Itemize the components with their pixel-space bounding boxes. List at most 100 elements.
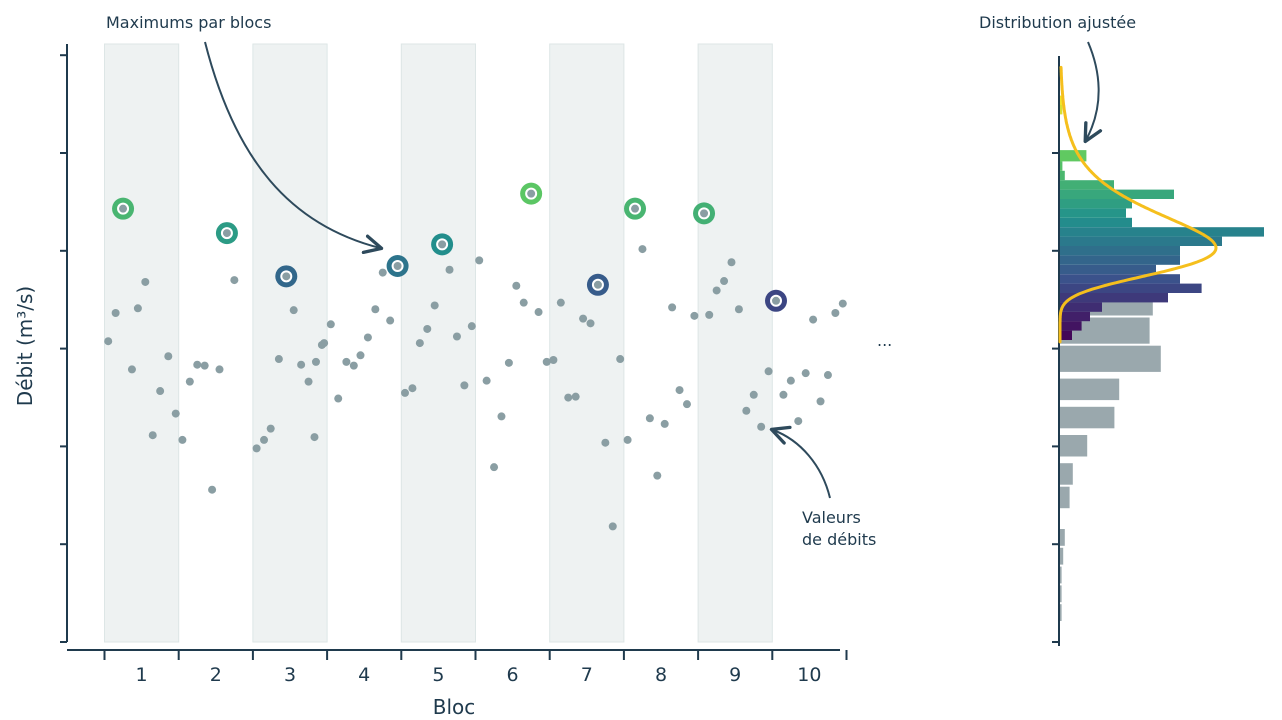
observation-point — [519, 298, 528, 307]
maxima-histogram-bar — [1060, 170, 1065, 181]
observation-point — [104, 337, 113, 346]
maxima-histogram-bar — [1060, 302, 1102, 312]
block-maximum-point — [280, 270, 293, 283]
observation-point — [452, 332, 461, 341]
observation-point — [127, 365, 136, 374]
observation-point — [310, 433, 319, 442]
observation-point — [838, 299, 847, 308]
maxima-histogram-bar — [1060, 227, 1264, 237]
observation-point — [111, 309, 120, 317]
observation-point — [460, 381, 469, 390]
observation-point — [415, 339, 424, 348]
histogram-bar — [1060, 566, 1062, 584]
y-axis-title: Débit (m³/s) — [13, 286, 37, 406]
observation-point — [475, 256, 484, 265]
observation-point — [675, 386, 684, 395]
observation-point — [378, 268, 387, 277]
main-axes: 1 2 3 4 5 6 7 8 9 10 — [60, 44, 848, 686]
observation-point — [749, 390, 758, 399]
block-band-3 — [252, 43, 328, 643]
maxima-histogram-bar — [1060, 161, 1063, 171]
fit-arrow — [1083, 41, 1103, 144]
observation-point — [208, 485, 217, 494]
observation-point — [616, 355, 625, 364]
observation-point — [266, 424, 275, 433]
values-annotation-line1: Valeurs — [802, 508, 861, 527]
block-maximum-point — [770, 294, 783, 307]
observation-point — [786, 376, 795, 385]
continuation-marker: ... — [877, 331, 892, 350]
maxima-histogram-bar — [1060, 208, 1126, 218]
x-tick-label: 2 — [210, 664, 222, 686]
observation-point — [579, 314, 588, 323]
observation-point — [386, 316, 395, 325]
histogram-bar — [1060, 585, 1062, 603]
observation-point — [705, 310, 714, 319]
observation-point — [794, 417, 803, 426]
block-maxima-points — [112, 182, 788, 312]
observation-point — [809, 315, 818, 324]
observation-point — [423, 324, 432, 333]
histogram-bar — [1060, 547, 1064, 565]
x-tick-label: 3 — [284, 664, 296, 686]
observation-point — [215, 365, 224, 374]
observation-point — [445, 265, 454, 274]
observation-point — [156, 387, 165, 396]
observation-point — [164, 352, 173, 361]
histogram-bar — [1060, 406, 1115, 429]
observation-point — [823, 371, 832, 380]
observation-point — [320, 339, 329, 348]
observation-point — [653, 471, 662, 480]
maxima-histogram-bar — [1060, 199, 1132, 209]
x-tick-label: 4 — [358, 664, 370, 686]
observation-point — [564, 393, 573, 402]
observation-point — [571, 392, 580, 401]
histogram-bar — [1060, 345, 1161, 372]
block-maximum-point — [220, 227, 233, 240]
observation-point — [260, 435, 269, 444]
observation-point — [342, 357, 351, 366]
observation-point — [608, 522, 617, 531]
maxima-histogram-bar — [1060, 217, 1132, 228]
maxima-histogram-bar — [1060, 321, 1082, 331]
maxima-histogram-bar — [1060, 95, 1063, 105]
observation-point — [764, 367, 773, 376]
observation-point — [779, 390, 788, 399]
maxima-histogram-bar — [1060, 311, 1090, 322]
x-tick-label: 9 — [729, 664, 741, 686]
observation-point — [490, 463, 499, 472]
observation-point — [720, 277, 729, 286]
maxima-histogram-bar — [1060, 246, 1180, 256]
maxima-histogram-bar — [1060, 293, 1168, 303]
observation-point — [734, 305, 743, 314]
values-arrow — [769, 425, 831, 499]
maxima-histogram-bar — [1060, 180, 1114, 190]
observation-point — [334, 394, 343, 403]
x-tick-label: 8 — [655, 664, 667, 686]
block-band-7 — [549, 43, 625, 643]
observation-point — [148, 431, 157, 440]
observation-point — [712, 286, 721, 295]
observation-point — [193, 360, 202, 369]
observation-point — [534, 308, 543, 317]
x-axis-title: Bloc — [433, 695, 476, 719]
block-maximum-point — [436, 238, 449, 251]
observation-point — [556, 298, 565, 307]
x-tick-label: 1 — [136, 664, 148, 686]
block-maximum-point — [698, 207, 711, 220]
observation-point — [408, 384, 417, 393]
x-tick-label: 6 — [507, 664, 519, 686]
block-maximum-point — [525, 187, 538, 200]
histogram-bar — [1060, 435, 1088, 457]
observation-point — [504, 358, 513, 367]
histogram-bar — [1060, 604, 1062, 621]
observation-point — [141, 277, 150, 286]
observation-point — [311, 357, 320, 366]
fitted-distribution-curve — [1058, 65, 1218, 344]
observation-point — [542, 357, 551, 366]
observation-point — [133, 304, 142, 313]
x-tick-label: 7 — [581, 664, 593, 686]
observation-point — [482, 376, 491, 385]
observation-point — [816, 397, 825, 406]
block-band-1 — [104, 43, 180, 643]
